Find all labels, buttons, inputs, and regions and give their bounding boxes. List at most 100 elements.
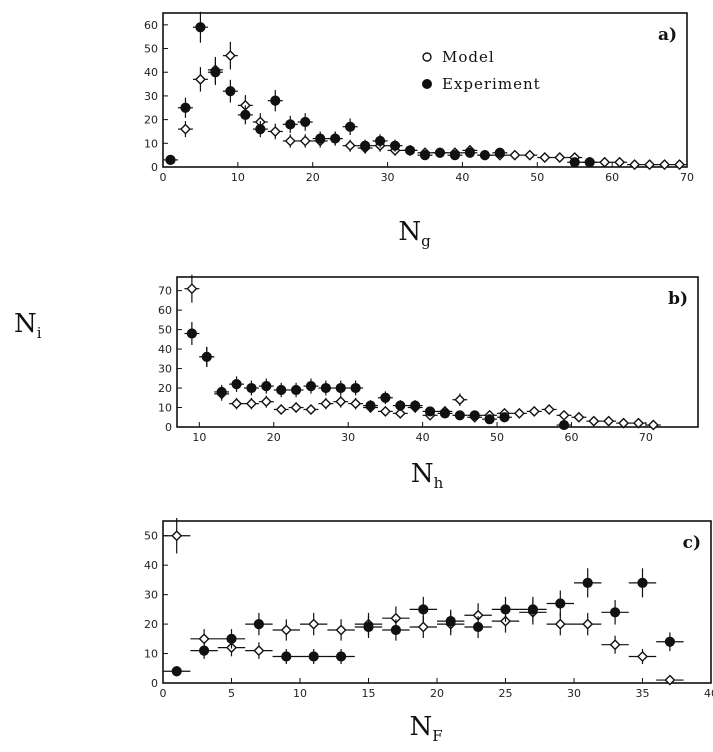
x-tick-label: 20	[430, 687, 444, 700]
experiment-point	[494, 147, 505, 158]
experiment-point	[558, 419, 570, 431]
experiment-point	[449, 150, 461, 161]
x-tick-label: 35	[636, 687, 650, 700]
experiment-point	[360, 140, 371, 151]
model-point	[171, 530, 183, 542]
x-tick-label: 0	[160, 687, 167, 700]
x-tick-label: 30	[381, 171, 395, 184]
experiment-point	[473, 621, 484, 633]
model-point	[224, 50, 236, 62]
experiment-point	[210, 67, 221, 78]
model-point	[599, 156, 611, 168]
x-axis-title-sub: g	[421, 232, 431, 250]
x-axis-title-main: N	[411, 459, 434, 489]
experiment-point	[582, 577, 593, 588]
experiment-point	[231, 379, 242, 390]
x-tick-label: 30	[341, 431, 355, 444]
model-point	[275, 403, 287, 415]
model-point	[582, 618, 594, 630]
experiment-point	[569, 157, 580, 168]
x-axis-title-sub: h	[434, 474, 444, 492]
x-tick-label: 20	[267, 431, 281, 444]
experiment-point	[363, 621, 374, 633]
x-tick-label: 40	[704, 687, 713, 700]
model-point	[614, 156, 626, 168]
panel-label: b)	[668, 289, 688, 309]
experiment-point	[270, 95, 281, 106]
y-tick-label: 40	[158, 343, 172, 356]
y-tick-label: 50	[158, 324, 172, 337]
experiment-point	[345, 121, 356, 132]
model-point	[198, 633, 210, 645]
experiment-point	[434, 147, 446, 158]
model-point	[417, 621, 429, 633]
x-tick-label: 60	[564, 431, 578, 444]
y-tick-label: 10	[144, 648, 158, 661]
experiment-point	[395, 400, 406, 411]
model-point	[344, 140, 356, 152]
y-axis-title: Ni	[14, 309, 42, 342]
legend: Model Experiment	[422, 48, 540, 93]
model-point	[509, 149, 521, 161]
experiment-point	[350, 382, 361, 394]
model-point	[647, 419, 659, 431]
experiment-point	[464, 147, 476, 158]
model-point	[284, 135, 296, 147]
model-point	[260, 396, 272, 408]
model-point	[644, 159, 656, 171]
model-point	[245, 398, 257, 410]
experiment-point	[335, 382, 346, 394]
experiment-point	[171, 666, 182, 677]
experiment-point	[484, 414, 495, 425]
experiment-point	[404, 145, 416, 156]
experiment-point	[246, 382, 257, 394]
legend-model-label: Model	[442, 48, 495, 66]
model-point	[629, 159, 641, 171]
y-tick-label: 0	[151, 161, 158, 174]
experiment-point	[330, 133, 341, 144]
panel-label: a)	[658, 25, 677, 45]
x-tick-label: 70	[680, 171, 694, 184]
x-tick-label: 25	[499, 687, 513, 700]
x-axis-title: NF	[409, 712, 442, 745]
y-tick-label: 20	[144, 618, 158, 631]
experiment-point	[195, 22, 206, 33]
x-tick-label: 60	[605, 171, 619, 184]
experiment-point	[226, 633, 237, 644]
model-point	[618, 417, 630, 429]
experiment-point	[320, 382, 331, 394]
experiment-point	[315, 133, 326, 144]
experiment-point	[261, 380, 272, 392]
y-tick-label: 20	[144, 114, 158, 127]
model-point	[603, 415, 615, 427]
experiment-point	[199, 645, 210, 656]
experiment-point	[240, 109, 251, 120]
experiment-point	[410, 400, 421, 411]
experiment-point	[418, 604, 429, 615]
experiment-point	[469, 410, 480, 421]
model-point	[573, 411, 585, 423]
x-tick-label: 10	[293, 687, 307, 700]
experiment-point	[637, 577, 648, 588]
model-point	[454, 394, 466, 406]
model-point	[280, 624, 292, 636]
x-tick-label: 30	[567, 687, 581, 700]
y-tick-label: 30	[144, 589, 158, 602]
model-point	[558, 409, 570, 421]
y-tick-label: 0	[165, 421, 172, 434]
experiment-point	[255, 123, 266, 135]
experiment-point	[253, 618, 264, 630]
experiment-point	[336, 651, 347, 662]
experiment-point	[186, 328, 197, 339]
experiment-point	[584, 157, 595, 168]
y-tick-label: 30	[144, 90, 158, 103]
plot-frame	[162, 12, 688, 168]
model-point	[305, 403, 317, 415]
experiment-point	[500, 604, 511, 615]
experiment-point	[555, 598, 566, 609]
y-axis-title-sub: i	[37, 324, 42, 342]
panel-a: 0 10 20 30 40 50 60 70 0 10 20 30 40 50 60 a) Ng Model Exp…	[144, 11, 694, 250]
x-tick-label: 20	[306, 171, 320, 184]
model-point	[659, 159, 671, 171]
